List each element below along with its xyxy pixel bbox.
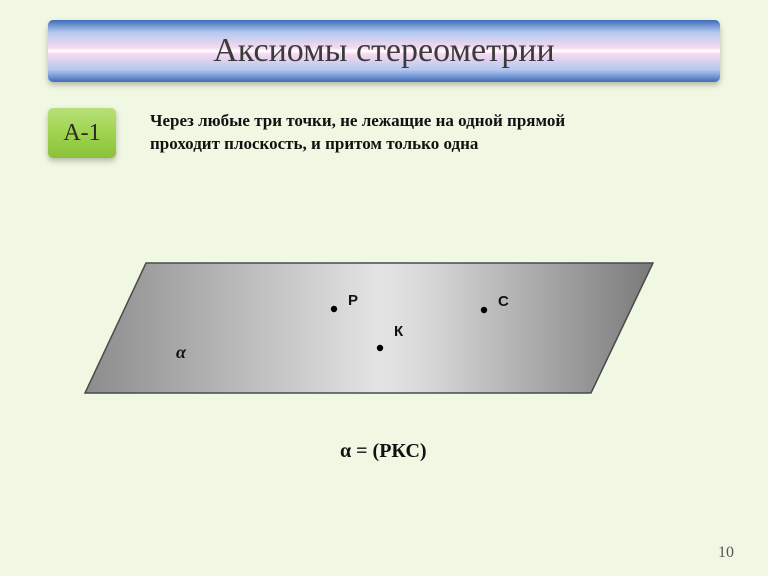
point-label-P: Р <box>348 292 358 309</box>
axiom-badge-label: А-1 <box>63 120 100 147</box>
point-label-C: С <box>498 293 509 310</box>
page-number: 10 <box>718 544 734 562</box>
axiom-text-line1: Через любые три точки, не лежащие на одн… <box>150 110 710 133</box>
point-P <box>331 306 337 312</box>
plane-shape <box>85 263 653 393</box>
axiom-text: Через любые три точки, не лежащие на одн… <box>150 110 710 156</box>
axiom-badge: А-1 <box>48 108 116 158</box>
page-title: Аксиомы стереометрии <box>213 32 554 70</box>
title-bar: Аксиомы стереометрии <box>48 20 720 82</box>
equation: α = (РКС) <box>340 440 427 463</box>
plane-svg: α Р С К <box>84 262 654 394</box>
point-label-K: К <box>394 323 404 340</box>
point-C <box>481 307 487 313</box>
axiom-text-line2: проходит плоскость, и притом только одна <box>150 133 710 156</box>
plane-alpha-label: α <box>176 342 187 362</box>
point-K <box>377 345 383 351</box>
plane-diagram: α Р С К <box>84 262 654 394</box>
